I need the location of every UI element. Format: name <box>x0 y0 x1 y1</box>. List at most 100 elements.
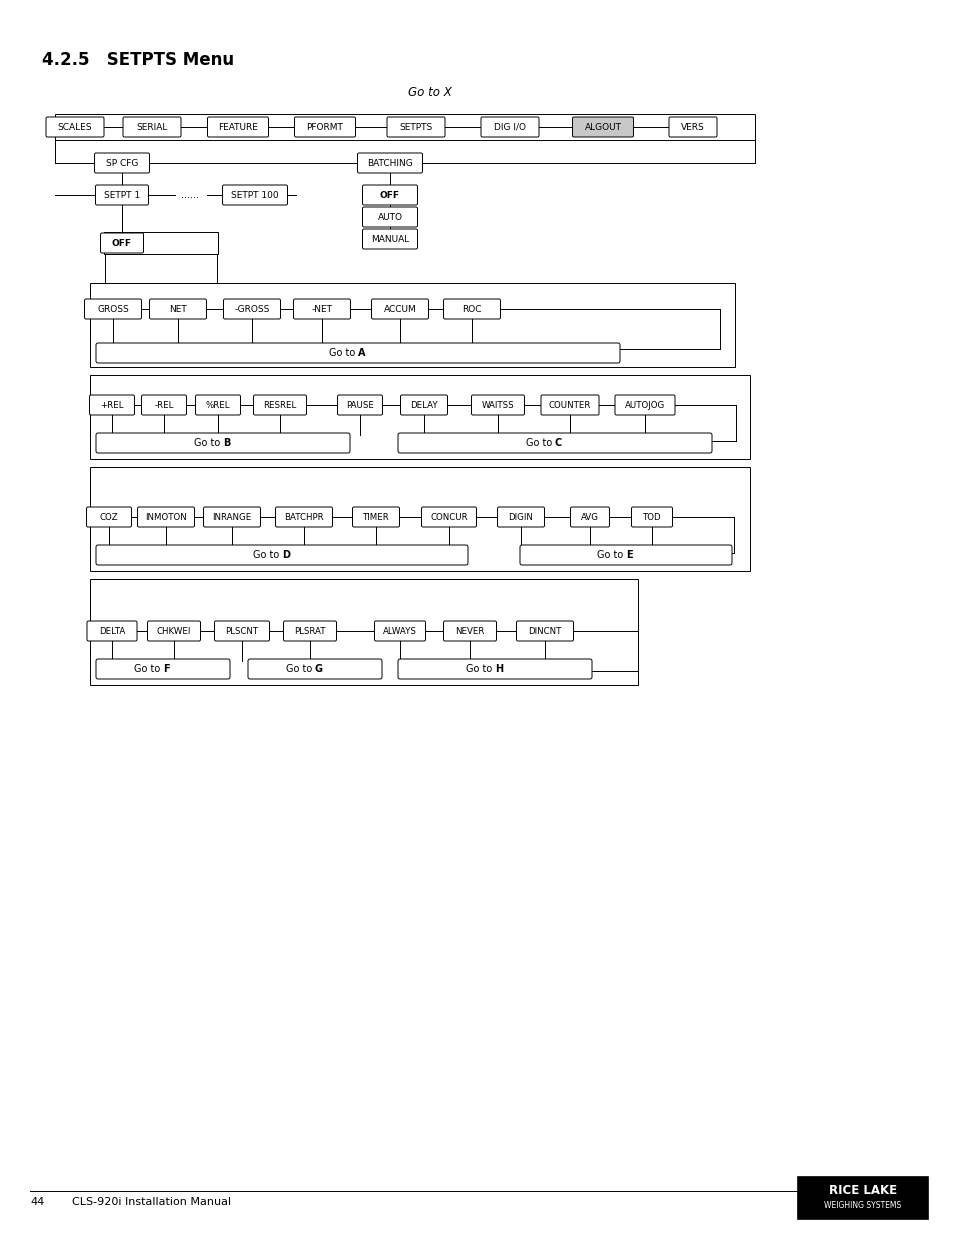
FancyBboxPatch shape <box>141 395 186 415</box>
Text: D: D <box>282 550 290 559</box>
Text: %REL: %REL <box>206 400 230 410</box>
Bar <box>90 283 734 367</box>
Text: PFORMT: PFORMT <box>306 122 343 131</box>
Text: TOD: TOD <box>642 513 660 521</box>
Text: Go to: Go to <box>328 348 357 358</box>
Text: FEATURE: FEATURE <box>218 122 257 131</box>
Text: Go to: Go to <box>596 550 625 559</box>
Text: WEIGHING SYSTEMS: WEIGHING SYSTEMS <box>823 1200 901 1209</box>
FancyBboxPatch shape <box>516 621 573 641</box>
Text: AUTO: AUTO <box>377 212 402 221</box>
FancyBboxPatch shape <box>85 299 141 319</box>
Text: C: C <box>555 438 561 448</box>
FancyBboxPatch shape <box>123 117 181 137</box>
Text: B: B <box>223 438 230 448</box>
FancyBboxPatch shape <box>150 299 206 319</box>
FancyBboxPatch shape <box>208 117 268 137</box>
FancyBboxPatch shape <box>362 207 417 227</box>
Text: SP CFG: SP CFG <box>106 158 138 168</box>
FancyBboxPatch shape <box>570 508 609 527</box>
FancyBboxPatch shape <box>572 117 633 137</box>
FancyBboxPatch shape <box>94 153 150 173</box>
FancyBboxPatch shape <box>96 545 468 564</box>
FancyBboxPatch shape <box>137 508 194 527</box>
Text: PAUSE: PAUSE <box>346 400 374 410</box>
FancyBboxPatch shape <box>615 395 675 415</box>
FancyBboxPatch shape <box>195 395 240 415</box>
Text: DINCNT: DINCNT <box>528 626 561 636</box>
Text: E: E <box>625 550 632 559</box>
FancyBboxPatch shape <box>362 228 417 249</box>
Text: SETPT 100: SETPT 100 <box>231 190 278 200</box>
Text: ALGOUT: ALGOUT <box>584 122 620 131</box>
Text: GROSS: GROSS <box>97 305 129 314</box>
FancyBboxPatch shape <box>214 621 269 641</box>
Bar <box>55 114 754 140</box>
FancyBboxPatch shape <box>283 621 336 641</box>
Text: WAITSS: WAITSS <box>481 400 514 410</box>
FancyBboxPatch shape <box>375 621 425 641</box>
FancyBboxPatch shape <box>387 117 444 137</box>
FancyBboxPatch shape <box>371 299 428 319</box>
FancyBboxPatch shape <box>471 395 524 415</box>
Bar <box>90 375 749 459</box>
Text: SETPTS: SETPTS <box>399 122 432 131</box>
Text: G: G <box>314 664 323 674</box>
Text: COZ: COZ <box>99 513 118 521</box>
FancyBboxPatch shape <box>443 621 496 641</box>
Text: PLSCNT: PLSCNT <box>225 626 258 636</box>
FancyBboxPatch shape <box>397 433 711 453</box>
Text: Go to: Go to <box>133 664 163 674</box>
FancyBboxPatch shape <box>90 395 134 415</box>
Text: F: F <box>163 664 170 674</box>
Text: Go to: Go to <box>253 550 282 559</box>
FancyBboxPatch shape <box>362 185 417 205</box>
Text: Go to: Go to <box>525 438 555 448</box>
Text: -NET: -NET <box>312 305 333 314</box>
Text: INMOTON: INMOTON <box>145 513 187 521</box>
Text: DELTA: DELTA <box>99 626 125 636</box>
Text: Go to: Go to <box>285 664 314 674</box>
Text: DELAY: DELAY <box>410 400 437 410</box>
Text: ALWAYS: ALWAYS <box>383 626 416 636</box>
FancyBboxPatch shape <box>443 299 500 319</box>
Text: A: A <box>357 348 365 358</box>
Text: OFF: OFF <box>112 238 132 247</box>
Text: 44: 44 <box>30 1197 44 1207</box>
Text: +REL: +REL <box>100 400 124 410</box>
Text: COUNTER: COUNTER <box>548 400 591 410</box>
FancyBboxPatch shape <box>87 508 132 527</box>
FancyBboxPatch shape <box>148 621 200 641</box>
FancyBboxPatch shape <box>352 508 399 527</box>
FancyBboxPatch shape <box>480 117 538 137</box>
FancyBboxPatch shape <box>95 185 149 205</box>
FancyBboxPatch shape <box>46 117 104 137</box>
Text: H: H <box>495 664 502 674</box>
FancyBboxPatch shape <box>519 545 731 564</box>
Text: CLS-920i Installation Manual: CLS-920i Installation Manual <box>71 1197 231 1207</box>
FancyBboxPatch shape <box>400 395 447 415</box>
FancyBboxPatch shape <box>294 299 350 319</box>
FancyBboxPatch shape <box>540 395 598 415</box>
Bar <box>104 232 218 254</box>
FancyBboxPatch shape <box>222 185 287 205</box>
FancyBboxPatch shape <box>337 395 382 415</box>
FancyBboxPatch shape <box>631 508 672 527</box>
FancyBboxPatch shape <box>223 299 280 319</box>
Text: CONCUR: CONCUR <box>430 513 467 521</box>
FancyBboxPatch shape <box>294 117 355 137</box>
FancyBboxPatch shape <box>497 508 544 527</box>
Text: BATCHPR: BATCHPR <box>284 513 323 521</box>
Text: DIG I/O: DIG I/O <box>494 122 525 131</box>
Text: MANUAL: MANUAL <box>371 235 409 243</box>
Text: -GROSS: -GROSS <box>234 305 270 314</box>
Text: ......: ...... <box>181 190 199 200</box>
Text: -REL: -REL <box>154 400 173 410</box>
Bar <box>90 579 638 685</box>
Text: TIMER: TIMER <box>362 513 389 521</box>
Text: DIGIN: DIGIN <box>508 513 533 521</box>
Text: ROC: ROC <box>462 305 481 314</box>
Text: RESREL: RESREL <box>263 400 296 410</box>
FancyBboxPatch shape <box>96 343 619 363</box>
Text: AUTOJOG: AUTOJOG <box>624 400 664 410</box>
